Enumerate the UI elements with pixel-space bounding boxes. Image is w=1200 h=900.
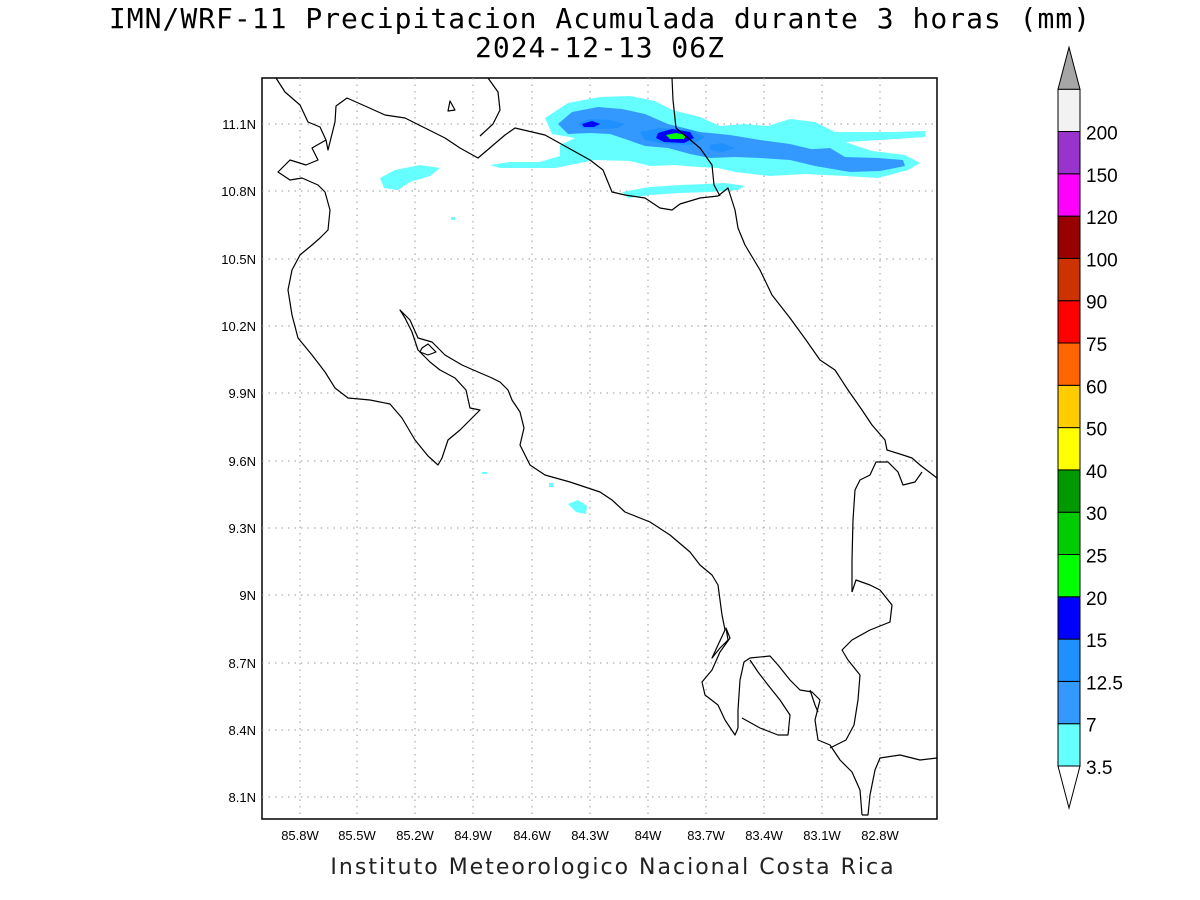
colorbar-swatch <box>1057 596 1081 640</box>
map-panel: 11.1N 10.8N 10.5N 10.2N 9.9N 9.6N 9.3N 9… <box>221 77 938 843</box>
lon-tick: 84.3W <box>571 828 609 843</box>
colorbar-label: 50 <box>1086 420 1107 441</box>
map-timestamp: 2024-12-13 06Z <box>474 31 725 64</box>
colorbar-swatch <box>1057 511 1081 556</box>
colorbar-swatch <box>1057 723 1081 767</box>
footer-credit: Instituto Meteorologico Nacional Costa R… <box>330 855 896 880</box>
lon-tick: 85.8W <box>281 828 319 843</box>
colorbar-label: 7 <box>1086 716 1097 737</box>
colorbar-label: 75 <box>1086 335 1107 356</box>
lat-tick: 9.9N <box>229 386 256 401</box>
lat-tick: 9N <box>239 588 256 603</box>
lat-tick: 8.1N <box>229 790 256 805</box>
colorbar-swatch <box>1057 215 1081 259</box>
colorbar-swatch <box>1057 173 1081 217</box>
colorbar-legend: 3.5 7 12.5 15 20 25 30 40 50 60 75 90 100 120 150 200 <box>1057 45 1123 810</box>
colorbar-label: 25 <box>1086 547 1107 568</box>
lon-tick: 84W <box>635 828 662 843</box>
lon-tick: 83.1W <box>803 828 841 843</box>
colorbar-swatch <box>1057 384 1081 429</box>
map-title: IMN/WRF-11 Precipitacion Acumulada duran… <box>108 2 1092 35</box>
colorbar-swatch <box>1057 554 1081 598</box>
lat-tick: 10.5N <box>221 252 256 267</box>
lat-tick: 8.4N <box>229 723 256 738</box>
colorbar-swatch <box>1057 427 1081 471</box>
lon-tick: 85.2W <box>396 828 434 843</box>
lon-tick: 85.5W <box>338 828 376 843</box>
lon-tick: 83.7W <box>687 828 725 843</box>
colorbar-swatch <box>1057 680 1081 725</box>
lat-tick: 10.2N <box>221 319 256 334</box>
coastlines <box>275 77 938 816</box>
colorbar-swatch <box>1057 638 1081 682</box>
colorbar-label: 15 <box>1086 631 1107 652</box>
precipitation-field <box>380 96 925 514</box>
colorbar-label: 30 <box>1086 504 1107 525</box>
colorbar-label: 40 <box>1086 462 1107 483</box>
colorbar-swatch <box>1057 88 1081 132</box>
colorbar-swatch <box>1057 131 1081 175</box>
colorbar-swatch <box>1057 469 1081 513</box>
colorbar-min-arrow <box>1057 765 1081 810</box>
lat-tick: 11.1N <box>222 117 256 132</box>
lat-tick: 9.3N <box>229 521 256 536</box>
colorbar-max-arrow <box>1057 45 1081 90</box>
lon-tick: 84.9W <box>454 828 492 843</box>
lon-tick: 82.8W <box>861 828 899 843</box>
colorbar-label: 60 <box>1086 377 1107 398</box>
lat-tick: 9.6N <box>229 454 256 469</box>
colorbar-label: 120 <box>1086 208 1118 229</box>
colorbar-label: 200 <box>1086 124 1118 145</box>
lon-tick: 83.4W <box>745 828 783 843</box>
colorbar-label: 100 <box>1086 250 1118 271</box>
colorbar-label: 20 <box>1086 589 1107 610</box>
longitude-ticks: 85.8W 85.5W 85.2W 84.9W 84.6W 84.3W 84W … <box>281 828 899 843</box>
lat-tick: 8.7N <box>229 656 256 671</box>
colorbar-swatch <box>1057 342 1081 386</box>
colorbar-label: 90 <box>1086 293 1107 314</box>
colorbar-swatch <box>1057 257 1081 302</box>
colorbar-label: 150 <box>1086 166 1118 187</box>
colorbar-label: 3.5 <box>1086 758 1112 779</box>
latitude-ticks: 11.1N 10.8N 10.5N 10.2N 9.9N 9.6N 9.3N 9… <box>221 117 256 805</box>
lon-tick: 84.6W <box>513 828 551 843</box>
colorbar-label: 12.5 <box>1086 673 1123 694</box>
colorbar-swatch <box>1057 300 1081 344</box>
lat-tick: 10.8N <box>221 184 256 199</box>
